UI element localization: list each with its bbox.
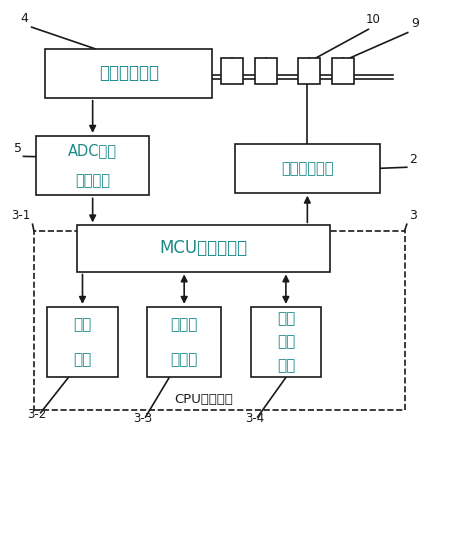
Text: 3-4: 3-4 [245,413,264,426]
Bar [34,231,404,410]
Text: 模组: 模组 [276,358,295,373]
Bar [36,136,149,195]
Text: 3-3: 3-3 [133,413,152,426]
Text: ADC模数: ADC模数 [68,143,117,158]
Text: 入模块: 入模块 [170,352,198,367]
Text: 9: 9 [410,17,418,30]
Text: 按键输: 按键输 [170,317,198,332]
Bar [77,225,329,272]
Bar [221,58,243,84]
Text: 3-1: 3-1 [11,209,31,222]
Text: 4: 4 [20,12,28,25]
Text: CPU控制单元: CPU控制单元 [174,393,232,406]
Bar [298,58,319,84]
Text: 信号激励单元: 信号激励单元 [281,161,333,176]
Text: 2: 2 [408,153,416,166]
Bar [45,49,212,98]
Text: MCU中央处理器: MCU中央处理器 [159,239,247,257]
Bar [255,58,276,84]
Text: 报警: 报警 [73,317,92,332]
Text: 10: 10 [364,14,379,27]
Bar [250,307,320,377]
Bar [47,307,117,377]
Bar [235,144,379,193]
Text: 模块: 模块 [73,352,92,367]
Text: 3: 3 [408,209,416,222]
Text: 3-2: 3-2 [27,408,46,421]
Text: 通讯: 通讯 [276,334,295,350]
Bar [147,307,221,377]
Text: 转换单元: 转换单元 [75,173,110,188]
Bar [331,58,353,84]
Text: 信号测量单元: 信号测量单元 [99,64,158,83]
Text: 无线: 无线 [276,311,295,326]
Text: 5: 5 [14,142,22,155]
